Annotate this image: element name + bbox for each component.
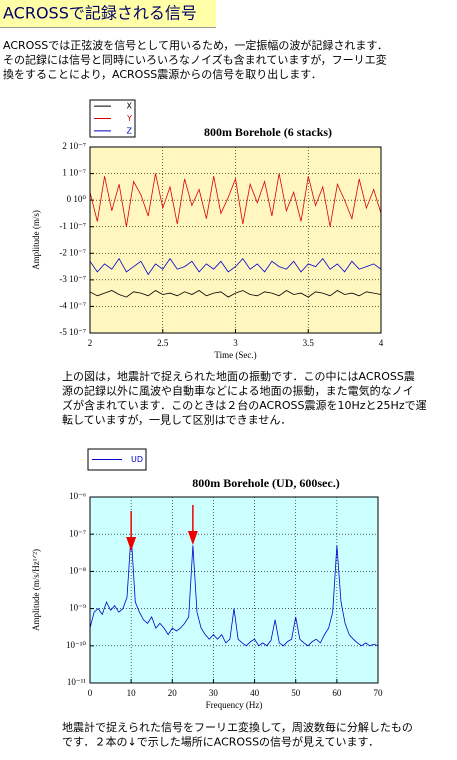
series-line	[89, 173, 382, 227]
y-tick-label: 0 10⁰	[67, 194, 87, 204]
y-tick-label: 10⁻¹⁰	[66, 640, 86, 650]
x-tick-label: 2.5	[157, 338, 169, 348]
series-line	[89, 290, 382, 298]
text-line: 上の図は，地震計で捉えられた地面の振動です．この中にはACROSS震	[62, 369, 415, 383]
y-tick-label: 10⁻⁸	[69, 565, 86, 575]
legend-label: X	[127, 102, 133, 111]
legend-label: Y	[126, 114, 132, 123]
x-tick-label: 0	[88, 688, 93, 698]
legend-label: Z	[127, 126, 133, 135]
x-tick-label: 10	[127, 688, 137, 698]
page-title: ACROSSで記録される信号	[3, 4, 197, 23]
y-tick-label: -4 10⁻⁷	[59, 300, 86, 310]
y-tick-label: -5 10⁻⁷	[59, 327, 86, 337]
plot-frame	[89, 496, 379, 684]
text-line: その記録には信号と同時にいろいろなノイズも含まれていますが，フーリエ変	[3, 53, 387, 67]
y-tick-label: 10⁻⁹	[69, 603, 86, 613]
text-line: 転していますが，一見して区別はできません．	[62, 413, 291, 427]
header-bg	[0, 0, 216, 27]
arrow-head	[126, 537, 137, 551]
x-tick-label: 70	[374, 688, 384, 698]
y-tick-label: 10⁻⁶	[69, 491, 86, 501]
text-line: 換をすることにより，ACROSS震源からの信号を取り出します．	[3, 67, 322, 81]
y-tick-label: 10⁻⁷	[69, 528, 86, 538]
x-tick-label: 3	[233, 338, 238, 348]
text-line: ズが含まれています．このときは２台のACROSS震源を10Hzと25Hzで運	[62, 398, 427, 412]
y-tick-label: 10⁻¹¹	[67, 677, 86, 687]
chart-title: 800m Borehole (UD, 600sec.)	[192, 476, 339, 490]
plot-area	[90, 497, 378, 683]
plot-frame	[89, 146, 382, 334]
y-tick-label: 1 10⁻⁷	[62, 168, 86, 178]
x-tick-label: 2	[88, 338, 93, 348]
x-tick-label: 60	[332, 688, 342, 698]
x-tick-label: 3.5	[303, 338, 315, 348]
legend-label: UD	[131, 455, 143, 464]
x-axis-label: Time (Sec.)	[214, 350, 256, 360]
series-line	[89, 257, 382, 276]
x-tick-label: 20	[168, 688, 178, 698]
y-tick-label: -2 10⁻⁷	[59, 247, 86, 257]
text-line: 地震計で捉えられた信号をフーリエ変換して，周波数毎に分解したもの	[62, 720, 413, 734]
text-line: 源の記録以外に風波や自動車などによる地面の振動，また電気的なノイ	[62, 384, 414, 398]
x-tick-label: 4	[379, 338, 384, 348]
chart-title: 800m Borehole (6 stacks)	[204, 125, 332, 139]
y-tick-label: 2 10⁻⁷	[62, 141, 86, 151]
x-tick-label: 40	[250, 688, 260, 698]
arrow-head	[187, 531, 198, 545]
y-tick-label: -1 10⁻⁷	[59, 221, 86, 231]
text-line: です．２本の↓で示した場所にACROSSの信号が見えています．	[62, 735, 379, 749]
y-axis-label: Amplitude (m/s/Hz¹ᐟ²)	[31, 549, 41, 631]
y-tick-label: -3 10⁻⁷	[59, 274, 86, 284]
y-axis-label: Amplitude (m/s)	[31, 210, 41, 270]
text-line: ACROSSでは正弦波を信号として用いるため，一定振幅の波が記録されます．	[3, 38, 388, 52]
x-tick-label: 30	[209, 688, 219, 698]
series-line	[89, 534, 379, 647]
x-tick-label: 50	[291, 688, 301, 698]
x-axis-label: Frequency (Hz)	[206, 700, 263, 710]
